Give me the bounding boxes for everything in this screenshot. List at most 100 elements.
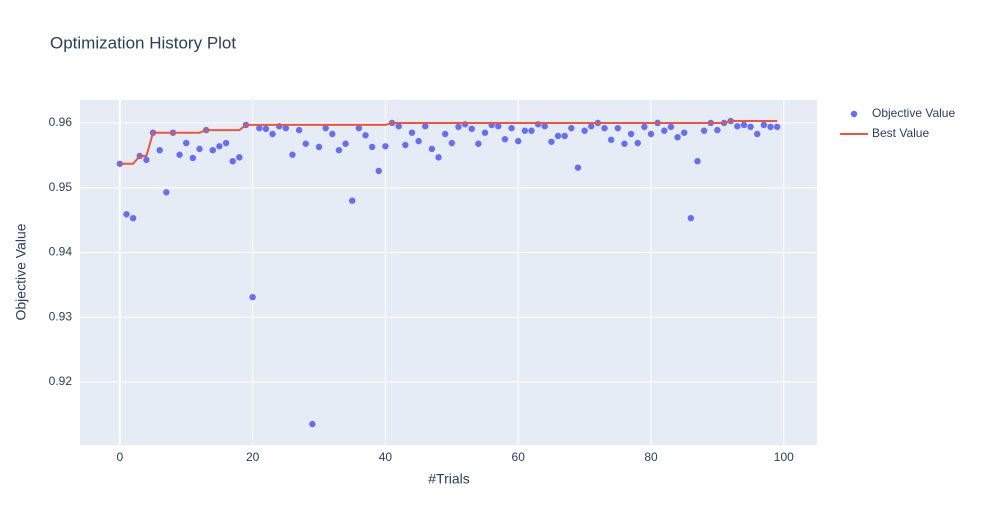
point <box>222 139 230 147</box>
x-tick-label: 80 <box>644 450 658 464</box>
y-axis-title: Objective Value <box>13 223 29 320</box>
point <box>295 126 303 134</box>
point <box>508 124 515 132</box>
point <box>229 157 236 165</box>
point <box>408 129 416 136</box>
point <box>588 123 595 130</box>
point <box>189 154 197 162</box>
point <box>468 125 475 133</box>
point <box>282 124 290 132</box>
point <box>548 138 555 145</box>
best-value-line <box>119 120 778 165</box>
point <box>249 293 256 301</box>
point <box>641 123 648 131</box>
x-tick-label: 0 <box>116 450 123 464</box>
point <box>760 121 768 129</box>
point <box>183 139 190 147</box>
point <box>428 145 436 153</box>
point <box>302 140 309 147</box>
x-tick-label: 20 <box>246 450 260 464</box>
point <box>754 130 761 138</box>
y-tick-label: 0.96 <box>49 115 73 129</box>
point <box>647 130 655 138</box>
point <box>734 123 741 130</box>
point <box>700 127 708 134</box>
point <box>329 130 336 138</box>
point <box>349 197 356 204</box>
point <box>740 121 748 129</box>
point <box>196 145 203 153</box>
point <box>568 124 575 132</box>
point <box>501 135 509 143</box>
point <box>687 214 695 222</box>
point <box>554 132 562 140</box>
point <box>309 420 316 428</box>
point <box>289 151 296 158</box>
point <box>714 126 721 134</box>
point <box>368 143 376 151</box>
point <box>209 146 216 154</box>
point <box>355 124 363 132</box>
point <box>441 130 449 138</box>
point <box>601 124 608 132</box>
point <box>674 134 681 141</box>
y-tick-label: 0.95 <box>49 180 73 194</box>
y-tick-label: 0.94 <box>49 245 73 259</box>
point <box>767 123 774 131</box>
point <box>574 164 582 171</box>
point <box>269 130 276 138</box>
y-tick-label: 0.92 <box>49 374 73 388</box>
point <box>694 157 701 165</box>
point <box>581 127 588 134</box>
point <box>621 140 628 147</box>
point <box>129 214 137 222</box>
legend-label[interactable]: Best Value <box>872 126 929 140</box>
point <box>455 123 462 131</box>
x-tick-label: 100 <box>774 450 794 464</box>
point <box>375 167 382 175</box>
point <box>475 140 482 147</box>
point <box>634 139 641 147</box>
point <box>541 123 548 130</box>
point <box>607 136 615 144</box>
x-axis-title: #Trials <box>428 471 470 487</box>
point <box>335 146 343 154</box>
point <box>521 127 529 134</box>
point <box>681 129 688 136</box>
point <box>163 189 170 196</box>
point <box>747 123 754 131</box>
legend-label[interactable]: Objective Value <box>872 106 955 120</box>
point <box>627 130 635 138</box>
x-tick-label: 40 <box>379 450 393 464</box>
point <box>561 132 568 140</box>
point <box>322 124 329 132</box>
y-tick-label: 0.93 <box>49 309 73 323</box>
point <box>395 123 402 130</box>
point <box>382 143 389 150</box>
point <box>528 127 535 134</box>
point <box>315 143 323 151</box>
point <box>216 143 223 150</box>
point <box>481 129 489 136</box>
point <box>415 137 422 145</box>
point <box>362 132 369 139</box>
point <box>123 211 130 218</box>
point <box>661 127 668 134</box>
point <box>262 125 270 133</box>
point <box>156 146 163 154</box>
point <box>402 141 409 149</box>
point <box>422 123 429 130</box>
chart-title: Optimization History Plot <box>50 33 236 52</box>
point <box>667 123 675 131</box>
point <box>614 124 622 132</box>
point <box>515 137 522 145</box>
point <box>495 123 502 130</box>
legend-marker[interactable] <box>850 110 858 118</box>
point <box>256 124 263 132</box>
point <box>773 123 781 131</box>
point <box>143 156 150 164</box>
point <box>176 151 183 158</box>
x-tick-label: 60 <box>512 450 526 464</box>
point <box>435 154 442 161</box>
